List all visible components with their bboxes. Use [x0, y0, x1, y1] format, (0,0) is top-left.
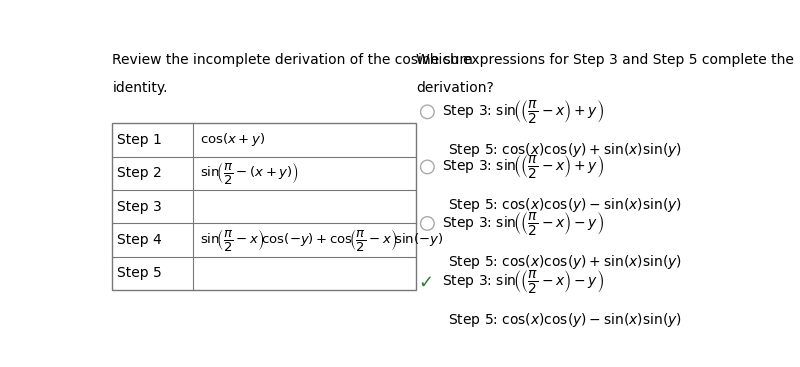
Text: Step 5: $\mathrm{cos}(x)\mathrm{cos}(y) + \mathrm{sin}(x)\mathrm{sin}(y)$: Step 5: $\mathrm{cos}(x)\mathrm{cos}(y) …	[449, 252, 682, 270]
Text: $\mathrm{cos}(x + y)$: $\mathrm{cos}(x + y)$	[201, 131, 266, 148]
Text: derivation?: derivation?	[416, 81, 494, 95]
Text: Step 3: $\mathrm{sin}\!\left(\left(\dfrac{\pi}{2} - x\right) + y\right)$: Step 3: $\mathrm{sin}\!\left(\left(\dfra…	[442, 153, 604, 181]
Text: Step 5: $\mathrm{cos}(x)\mathrm{cos}(y) - \mathrm{sin}(x)\mathrm{sin}(y)$: Step 5: $\mathrm{cos}(x)\mathrm{cos}(y) …	[449, 310, 682, 328]
Text: Step 5: $\mathrm{cos}(x)\mathrm{cos}(y) + \mathrm{sin}(x)\mathrm{sin}(y)$: Step 5: $\mathrm{cos}(x)\mathrm{cos}(y) …	[449, 141, 682, 159]
Text: Step 5: $\mathrm{cos}(x)\mathrm{cos}(y) - \mathrm{sin}(x)\mathrm{sin}(y)$: Step 5: $\mathrm{cos}(x)\mathrm{cos}(y) …	[449, 196, 682, 214]
Text: Step 1: Step 1	[117, 133, 162, 147]
FancyBboxPatch shape	[112, 123, 416, 290]
Text: Step 3: $\mathrm{sin}\!\left(\left(\dfrac{\pi}{2} - x\right) + y\right)$: Step 3: $\mathrm{sin}\!\left(\left(\dfra…	[442, 98, 604, 126]
Text: Step 3: $\mathrm{sin}\!\left(\left(\dfrac{\pi}{2} - x\right) - y\right)$: Step 3: $\mathrm{sin}\!\left(\left(\dfra…	[442, 210, 604, 237]
Text: Step 5: Step 5	[117, 266, 162, 280]
Text: $\mathrm{sin}\!\left(\dfrac{\pi}{2} - x\right)\!\mathrm{cos}(-y) + \mathrm{cos}\: $\mathrm{sin}\!\left(\dfrac{\pi}{2} - x\…	[201, 227, 444, 253]
Text: Step 3: $\mathrm{sin}\!\left(\left(\dfrac{\pi}{2} - x\right) - y\right)$: Step 3: $\mathrm{sin}\!\left(\left(\dfra…	[442, 268, 604, 295]
Text: identity.: identity.	[112, 81, 168, 95]
Text: Review the incomplete derivation of the cosine sum: Review the incomplete derivation of the …	[112, 52, 474, 66]
Text: $\checkmark$: $\checkmark$	[418, 272, 432, 290]
Text: Step 3: Step 3	[117, 200, 162, 214]
Text: Step 4: Step 4	[117, 233, 162, 247]
Text: Which expressions for Step 3 and Step 5 complete the: Which expressions for Step 3 and Step 5 …	[416, 52, 794, 66]
Text: Step 2: Step 2	[117, 166, 162, 180]
Text: $\mathrm{sin}\!\left(\dfrac{\pi}{2} - (x + y)\right)$: $\mathrm{sin}\!\left(\dfrac{\pi}{2} - (x…	[201, 160, 299, 186]
